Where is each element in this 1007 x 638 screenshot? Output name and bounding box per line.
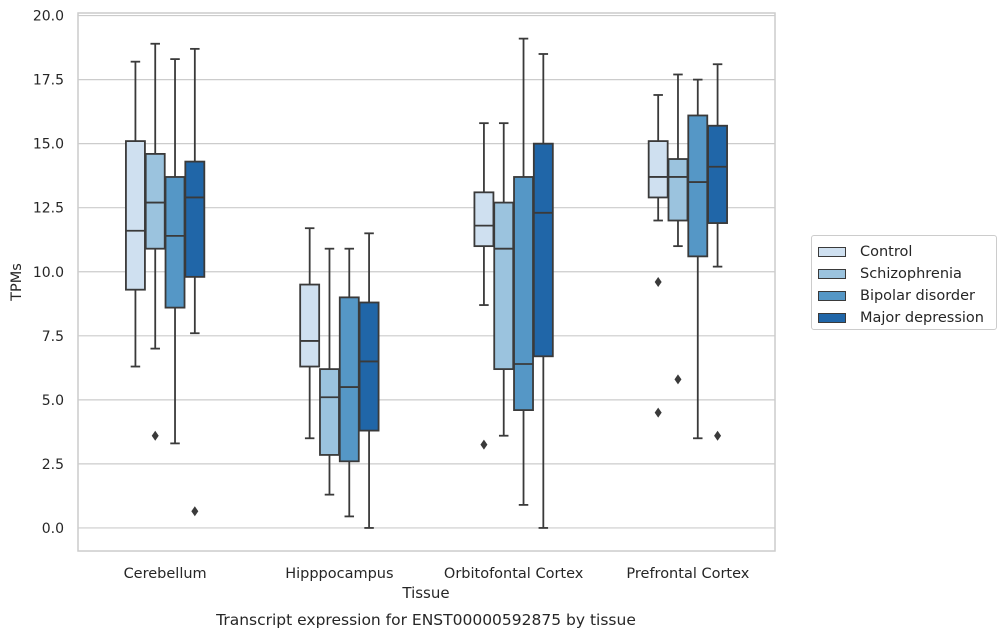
box-bipolar-disorder	[164, 58, 186, 445]
outlier-point	[654, 277, 662, 287]
box-iqr	[707, 124, 728, 224]
box-bipolar-disorder	[687, 78, 709, 440]
legend-label-control: Control	[860, 244, 913, 260]
x-tick-label: Orbitofontal Cortex	[444, 566, 584, 582]
y-tick-label: 12.5	[33, 201, 64, 217]
y-tick-label: 20.0	[33, 9, 64, 25]
box-bipolar-disorder	[513, 37, 534, 506]
legend-swatch-control	[818, 247, 846, 257]
box-iqr	[473, 191, 495, 248]
outlier-point	[191, 506, 199, 517]
legend-item-control: Control	[818, 241, 996, 263]
box-control	[473, 122, 495, 450]
x-tick-label: Hipppocampus	[285, 566, 393, 582]
legend-item-schizophrenia: Schizophrenia	[818, 263, 996, 285]
legend: Control Schizophrenia Bipolar disorder M…	[811, 235, 997, 330]
box-major-depression	[707, 63, 728, 441]
legend-label-bipolar: Bipolar disorder	[860, 288, 975, 304]
box-iqr	[532, 142, 554, 358]
box-iqr	[338, 296, 360, 463]
y-tick-label: 0.0	[42, 521, 64, 537]
x-tick-label: Prefrontal Cortex	[626, 566, 749, 582]
box-iqr	[319, 368, 340, 456]
legend-swatch-schizophrenia	[818, 269, 846, 279]
legend-item-major-depression: Major depression	[818, 307, 996, 329]
box-iqr	[687, 114, 709, 258]
legend-item-bipolar: Bipolar disorder	[818, 285, 996, 307]
y-tick-label: 15.0	[33, 137, 64, 153]
x-axis-label: Tissue	[401, 584, 449, 602]
box-iqr	[125, 140, 146, 291]
plot-frame	[77, 12, 776, 552]
legend-label-schizophrenia: Schizophrenia	[860, 266, 962, 282]
box-major-depression	[532, 53, 554, 529]
box-control	[647, 94, 669, 418]
box-schizophrenia	[144, 42, 166, 441]
chart-caption: Transcript expression for ENST0000059287…	[215, 611, 636, 629]
x-tick-labels: Cerebellum Hipppocampus Orbitofontal Corte…	[124, 566, 750, 582]
outlier-point	[654, 407, 662, 418]
box-iqr	[144, 153, 166, 250]
box-bipolar-disorder	[338, 247, 360, 518]
box-iqr	[493, 201, 515, 371]
box-control	[299, 227, 321, 440]
outlier-point	[151, 430, 159, 441]
box-iqr	[164, 176, 186, 309]
box-schizophrenia	[493, 122, 515, 437]
x-tick-label: Cerebellum	[124, 566, 207, 582]
box-iqr	[647, 140, 669, 199]
boxes	[125, 37, 728, 529]
box-iqr	[513, 176, 534, 411]
box-iqr	[299, 283, 321, 368]
y-tick-label: 7.5	[42, 329, 64, 345]
legend-label-major-depression: Major depression	[860, 310, 984, 326]
outlier-point	[480, 439, 488, 450]
box-major-depression	[358, 232, 380, 529]
y-tick-label: 2.5	[42, 457, 64, 473]
y-tick-label: 17.5	[33, 73, 64, 89]
outlier-point	[714, 430, 722, 441]
legend-swatch-bipolar	[818, 291, 846, 301]
box-iqr	[358, 301, 380, 432]
box-iqr	[184, 160, 206, 278]
box-control	[125, 60, 146, 368]
y-tick-labels: 0.0 2.5 5.0 7.5 10.0 12.5 15.0 17.5 20.0	[33, 9, 64, 537]
outlier-point	[674, 374, 682, 385]
box-schizophrenia	[667, 73, 689, 385]
y-tick-label: 10.0	[33, 265, 64, 281]
box-major-depression	[184, 47, 206, 517]
box-iqr	[667, 158, 689, 222]
box-schizophrenia	[319, 247, 340, 496]
y-tick-label: 5.0	[42, 393, 64, 409]
y-axis-label: TPMs	[9, 263, 25, 302]
legend-swatch-major-depression	[818, 313, 846, 323]
